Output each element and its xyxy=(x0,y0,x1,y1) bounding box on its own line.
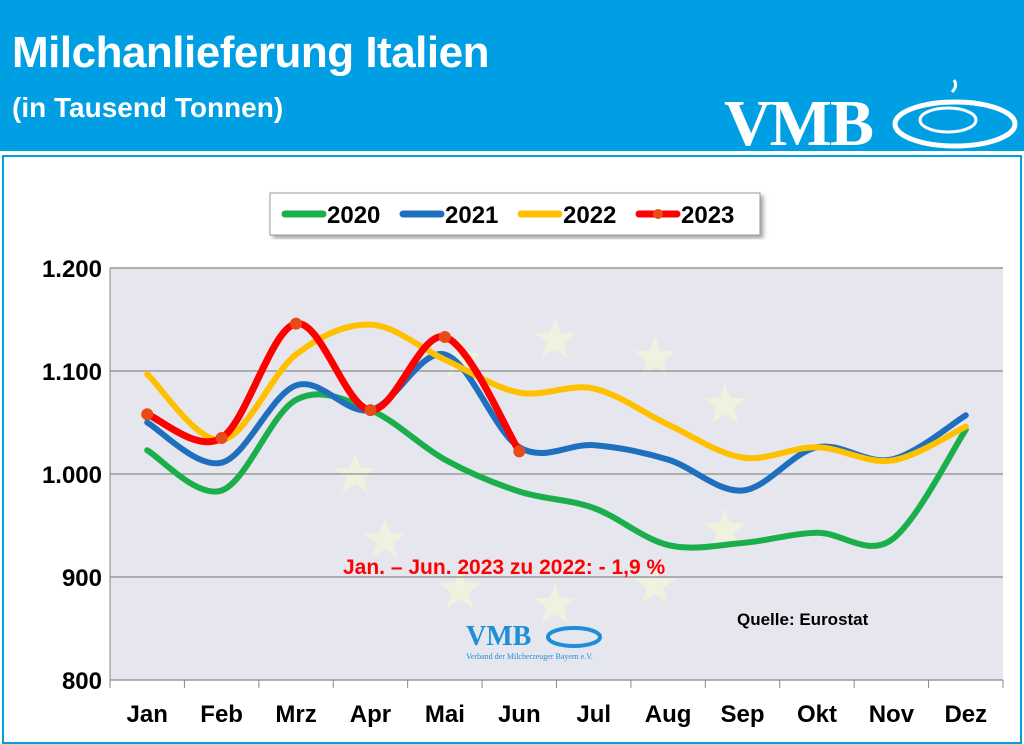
data-point-2023 xyxy=(215,431,228,444)
small-vmb-logo: VMB xyxy=(466,621,531,652)
x-tick-label: Mai xyxy=(425,701,465,728)
star-icon xyxy=(439,568,481,608)
series-line-2022 xyxy=(144,321,969,465)
star-icon xyxy=(704,508,746,548)
data-point-2023 xyxy=(364,404,377,417)
x-tick-label: Mrz xyxy=(275,701,316,728)
star-icon xyxy=(364,518,406,558)
change-annotation: Jan. – Jun. 2023 zu 2022: - 1,9 % xyxy=(343,556,665,579)
y-tick-label: 1.200 xyxy=(42,256,102,283)
star-icon xyxy=(634,563,676,603)
vmb-logo: VMB xyxy=(724,87,874,160)
series-line-2020 xyxy=(144,391,969,551)
legend-label-2023: 2023 xyxy=(681,202,734,229)
legend-label-2022: 2022 xyxy=(563,202,616,229)
data-point-2023 xyxy=(141,408,154,421)
x-tick-label: Apr xyxy=(350,701,391,728)
page-subtitle: (in Tausend Tonnen) xyxy=(12,92,284,123)
x-tick-label: Okt xyxy=(797,701,837,728)
star-icon xyxy=(534,318,576,358)
x-tick-label: Jun xyxy=(498,701,541,728)
legend-label-2021: 2021 xyxy=(445,202,498,229)
star-icon xyxy=(439,338,481,378)
x-tick-label: Jul xyxy=(576,701,611,728)
x-tick-label: Feb xyxy=(200,701,243,728)
source-label: Quelle: Eurostat xyxy=(737,610,869,629)
data-point-2023 xyxy=(513,445,526,458)
x-tick-label: Sep xyxy=(721,701,765,728)
star-icon xyxy=(704,383,746,423)
x-tick-label: Aug xyxy=(645,701,692,728)
page-title: Milchanlieferung Italien xyxy=(12,28,489,77)
logo-caption: Verband der Milcherzeuger Bayern e.V. xyxy=(466,652,593,661)
star-icon xyxy=(534,583,576,623)
legend-label-2020: 2020 xyxy=(327,202,380,229)
data-point-2023 xyxy=(290,317,303,330)
small-milk-drop-icon xyxy=(546,626,602,648)
star-icon xyxy=(334,453,376,493)
y-tick-label: 900 xyxy=(62,565,102,592)
y-tick-label: 1.000 xyxy=(42,462,102,489)
x-tick-label: Nov xyxy=(869,701,915,728)
eu-stars-background xyxy=(334,318,746,623)
x-tick-label: Jan xyxy=(127,701,168,728)
x-tick-label: Dez xyxy=(944,701,987,728)
legend: 2020 2021 2022 2023 xyxy=(269,192,761,236)
star-icon xyxy=(634,336,676,376)
legend-marker xyxy=(653,209,663,219)
y-tick-label: 1.100 xyxy=(42,359,102,386)
y-tick-label: 800 xyxy=(62,668,102,695)
data-point-2023 xyxy=(438,331,451,344)
